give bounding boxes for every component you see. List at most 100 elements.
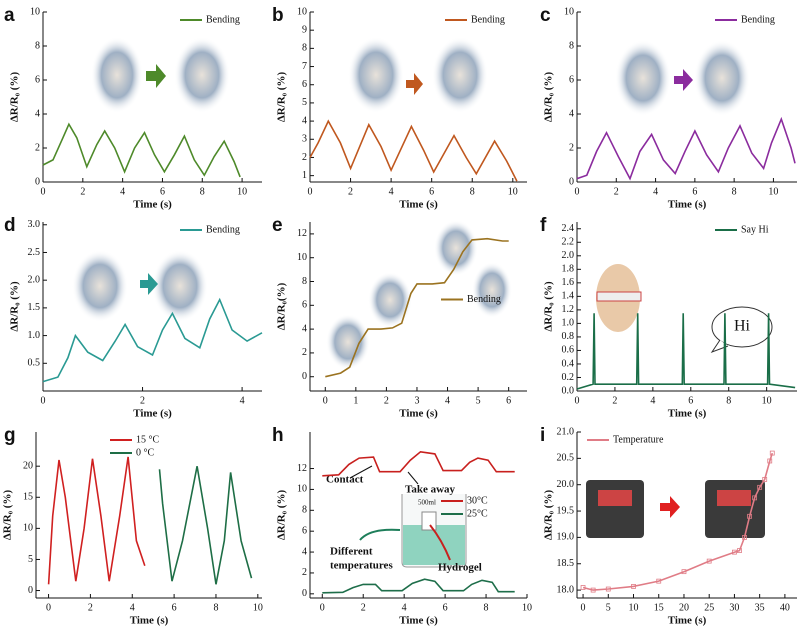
annotation: temperatures [330, 560, 393, 572]
x-tick-label: 2 [384, 395, 389, 406]
x-tick-label: 6 [160, 186, 165, 197]
photo [472, 262, 512, 318]
data-point [737, 548, 742, 553]
photo [174, 37, 230, 113]
x-axis-label: Time (s) [399, 408, 438, 420]
arrow [146, 64, 166, 88]
y-tick-label: 2.5 [28, 247, 41, 258]
y-tick-label: 10 [30, 6, 40, 17]
legend-label: Bending [471, 14, 505, 25]
x-tick-label: 2 [348, 186, 353, 197]
x-tick-label: 6 [688, 395, 693, 406]
y-tick-label: 19.0 [557, 532, 575, 543]
legend-label: Bending [467, 294, 501, 305]
y-tick-label: 1.8 [562, 264, 575, 275]
x-tick-label: 40 [780, 602, 790, 613]
legend-label: Bending [741, 14, 775, 25]
y-tick-label: 0.2 [562, 372, 575, 383]
y-tick-label: 5 [302, 97, 307, 108]
legend-label: 15 °C [136, 434, 159, 445]
pointer [349, 465, 373, 479]
x-axis-label: Time (s) [668, 615, 707, 627]
y-tick-label: 12 [297, 228, 307, 239]
photo [694, 40, 750, 116]
photo [615, 40, 671, 116]
annotation: Take away [405, 484, 456, 496]
photo [152, 250, 208, 322]
x-axis-label: Time (s) [130, 615, 169, 627]
x-tick-label: 0 [575, 395, 580, 406]
data-point [757, 484, 763, 490]
x-tick-label: 8 [200, 186, 205, 197]
y-tick-label: 8 [35, 40, 40, 51]
y-tick-label: 1.5 [28, 302, 41, 313]
y-tick-label: 6 [569, 74, 574, 85]
y-tick-label: 19.5 [557, 505, 575, 516]
legend-label: 25°C [467, 508, 488, 519]
annotation: 500ml [418, 499, 436, 507]
y-tick-label: 0 [302, 371, 307, 382]
data-point [605, 586, 611, 592]
arrow [406, 73, 423, 95]
x-tick-label: 4 [402, 602, 407, 613]
y-axis-label: ΔR/R₀ (%) [276, 72, 288, 123]
x-tick-label: 20 [679, 602, 689, 613]
annotation: Hi [734, 318, 751, 335]
photo [91, 37, 143, 113]
x-tick-label: 2 [361, 602, 366, 613]
x-axis-label: Time (s) [668, 199, 707, 211]
x-tick-label: 4 [130, 602, 135, 613]
x-axis-label: Time (s) [668, 408, 707, 420]
x-tick-label: 10 [253, 602, 263, 613]
data-point [732, 549, 737, 555]
y-tick-label: 1.6 [562, 277, 575, 288]
x-tick-label: 10 [762, 395, 772, 406]
x-tick-label: 3 [414, 395, 419, 406]
data-line [309, 119, 518, 182]
x-tick-label: 6 [429, 186, 434, 197]
photo [705, 480, 765, 538]
x-tick-label: 4 [120, 186, 125, 197]
x-tick-label: 4 [653, 186, 658, 197]
x-tick-label: 4 [389, 186, 394, 197]
data-line [322, 450, 515, 477]
y-tick-label: 15 [23, 492, 33, 503]
annotation: Contact [326, 474, 364, 486]
y-tick-label: 18.5 [557, 558, 575, 569]
data-line [582, 452, 774, 591]
y-tick-label: 0 [28, 585, 33, 596]
y-axis-label: ΔR/R₀ (%) [2, 490, 14, 541]
y-tick-label: 1.0 [28, 330, 41, 341]
x-tick-label: 35 [755, 602, 765, 613]
y-tick-label: 1.4 [562, 291, 575, 302]
data-point [742, 534, 747, 540]
y-tick-label: 12 [297, 463, 307, 474]
display [598, 490, 632, 506]
y-tick-label: 20 [23, 460, 33, 471]
x-tick-label: 10 [768, 186, 778, 197]
photo [368, 272, 412, 328]
y-tick-label: 1 [302, 170, 307, 181]
x-tick-label: 0 [41, 186, 46, 197]
photo [72, 250, 128, 322]
data-line [325, 237, 509, 378]
panel-label: d [4, 215, 16, 236]
panel-label: h [272, 425, 284, 446]
x-tick-label: 8 [726, 395, 731, 406]
pointer [359, 528, 401, 541]
data-point [762, 477, 768, 482]
y-tick-label: 20.0 [557, 479, 575, 490]
x-tick-label: 2 [140, 395, 145, 406]
legend-label: 0 °C [136, 447, 154, 458]
x-tick-label: 0 [41, 395, 46, 406]
arrow [674, 69, 693, 91]
y-axis-label: ΔR/R₀(%) [276, 282, 288, 330]
x-axis-label: Time (s) [399, 199, 438, 211]
x-axis-label: Time (s) [133, 408, 172, 420]
data-line [42, 122, 241, 178]
panel-label: a [4, 5, 15, 26]
y-tick-label: 18.0 [557, 584, 575, 595]
panel-label: c [540, 5, 551, 26]
y-tick-label: 1.2 [562, 304, 575, 315]
y-tick-label: 2 [35, 142, 40, 153]
